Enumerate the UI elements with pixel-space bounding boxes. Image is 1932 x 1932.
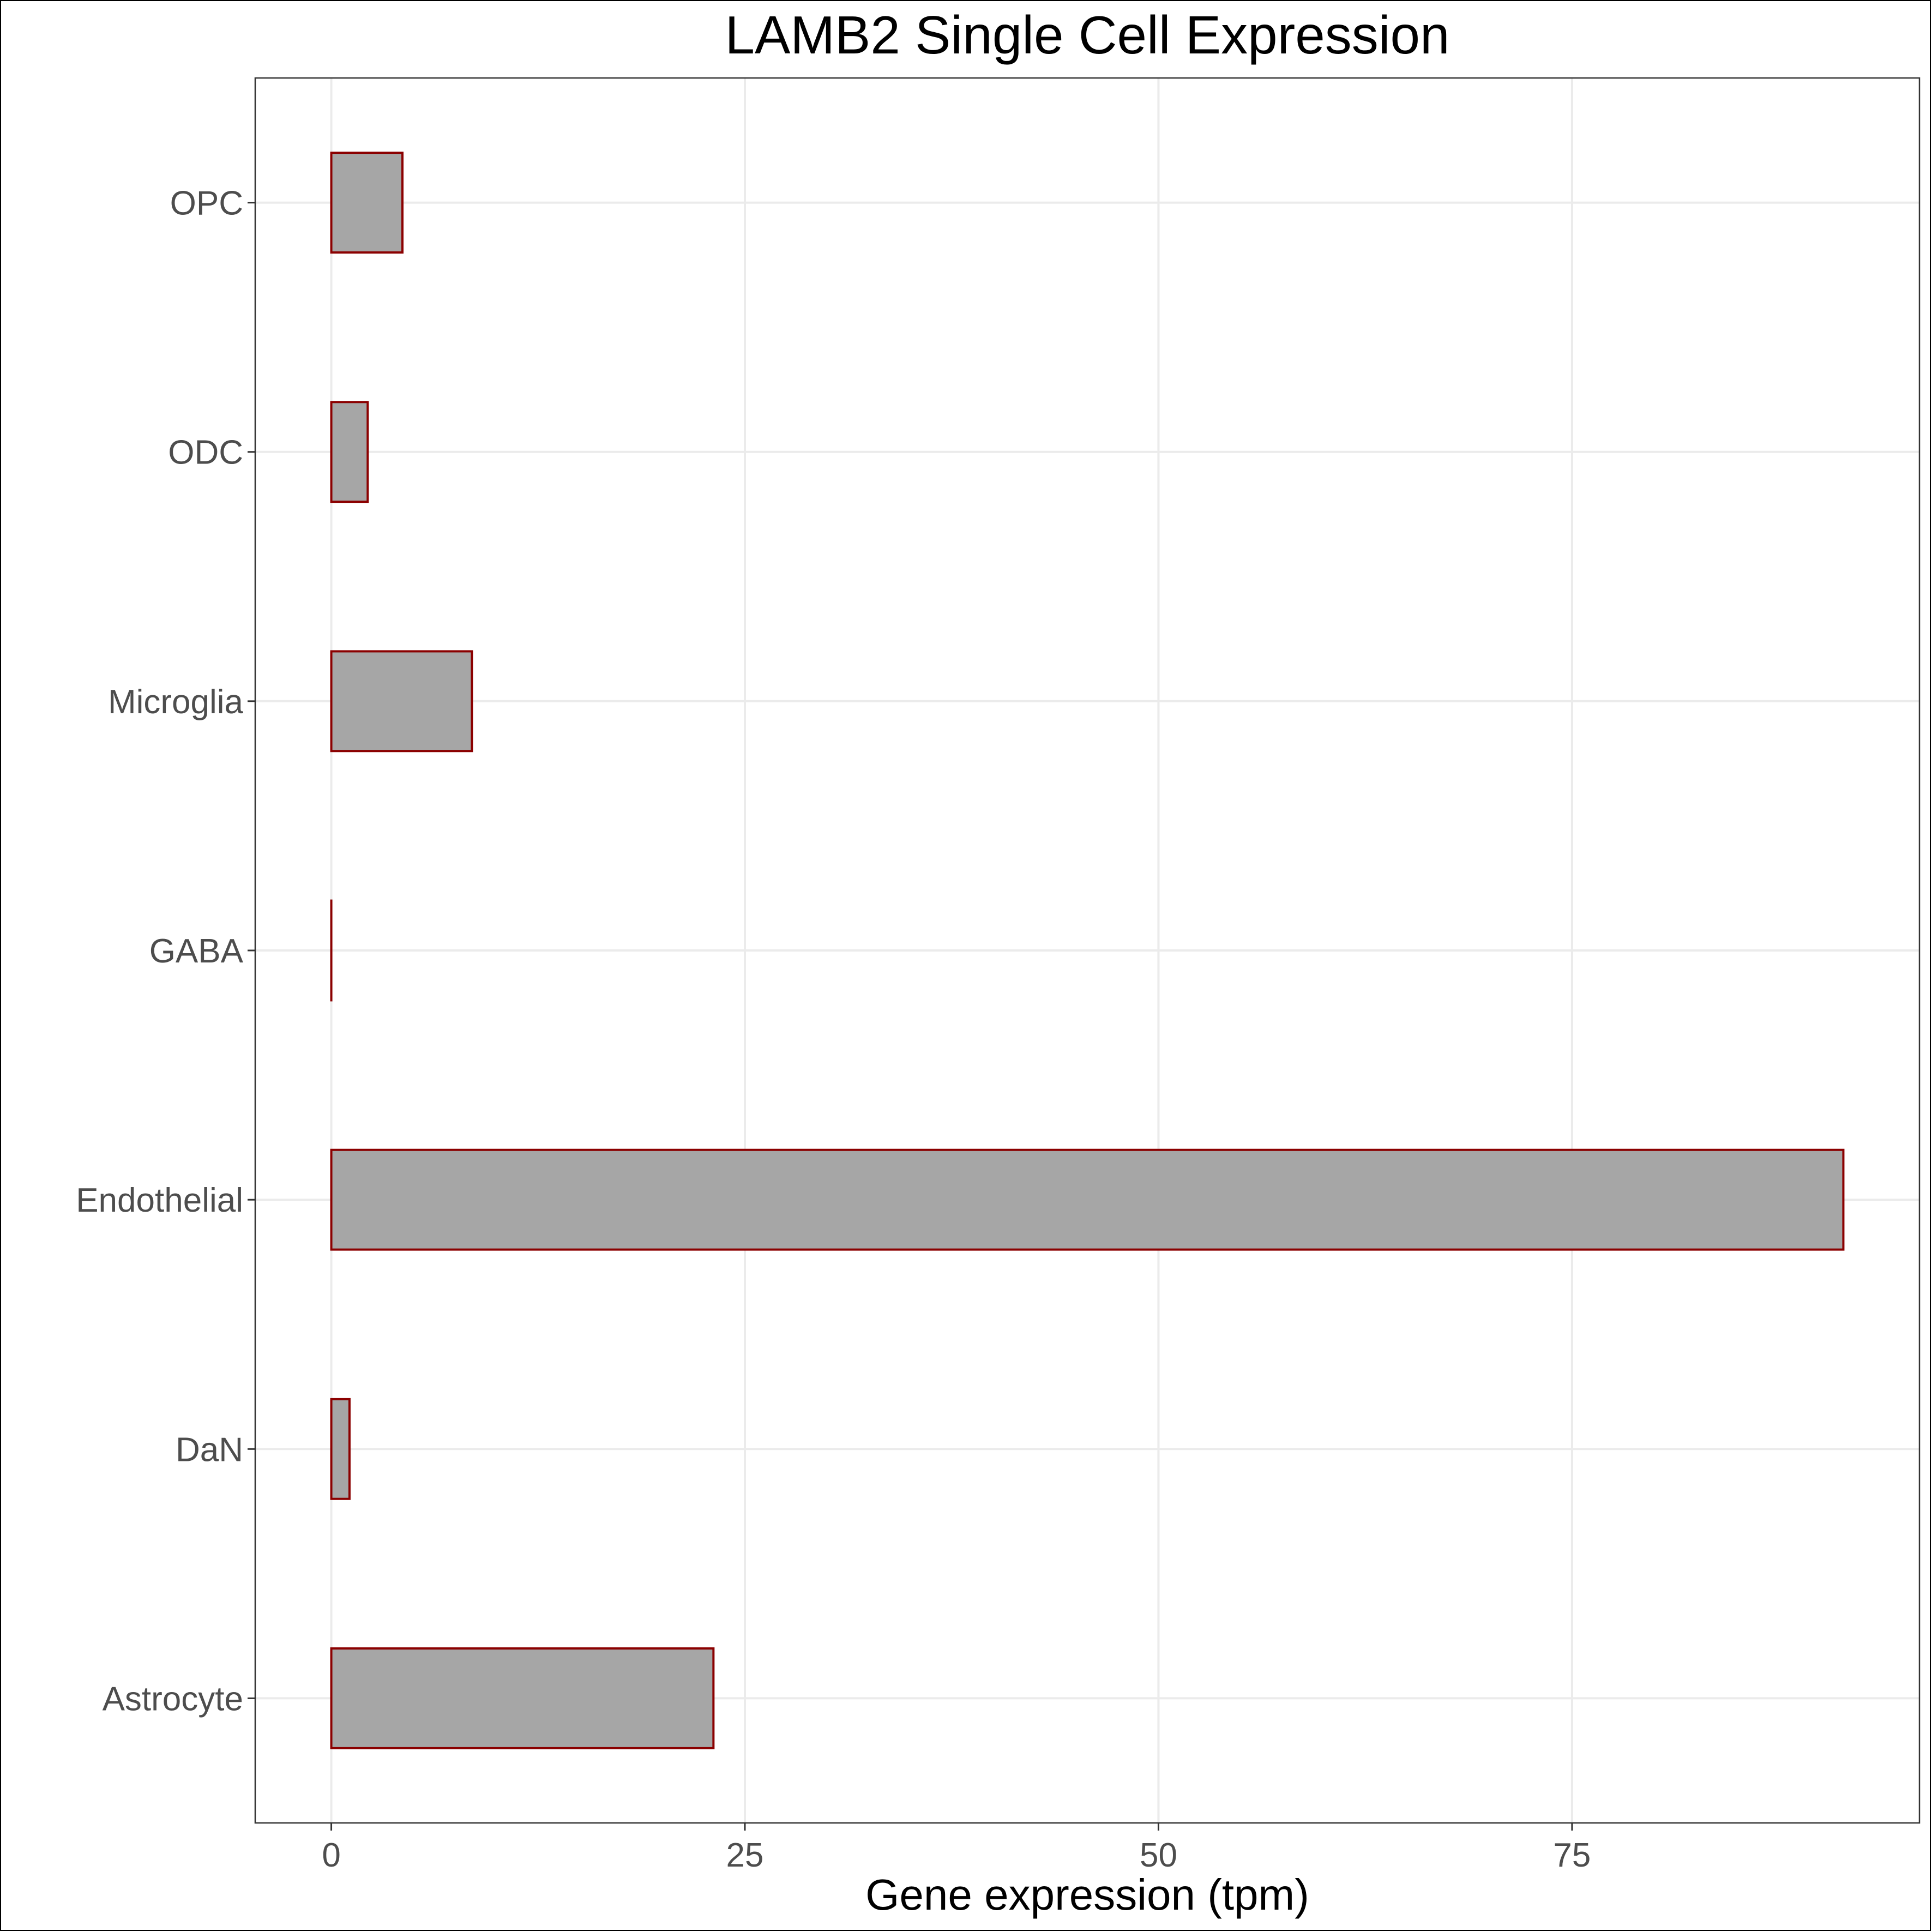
y-tick-label-astrocyte: Astrocyte xyxy=(103,1680,243,1718)
bar-astrocyte xyxy=(330,1647,715,1749)
bar-dan xyxy=(330,1398,351,1500)
x-tick-label-50: 50 xyxy=(1140,1837,1177,1874)
y-tick-label-opc: OPC xyxy=(170,185,243,222)
y-tick-label-endothelial: Endothelial xyxy=(76,1182,243,1219)
x-tick-label-25: 25 xyxy=(726,1837,764,1874)
x-tick-label-0: 0 xyxy=(322,1837,340,1874)
y-tick-label-dan: DaN xyxy=(176,1431,243,1468)
x-axis-title: Gene expression (tpm) xyxy=(865,1870,1309,1919)
bar-opc xyxy=(330,152,404,254)
bar-endothelial xyxy=(330,1148,1845,1251)
y-tick-label-odc: ODC xyxy=(168,434,243,472)
y-tick-label-gaba: GABA xyxy=(149,932,244,970)
y-tick-label-microglia: Microglia xyxy=(108,683,244,721)
bar-odc xyxy=(330,401,369,503)
chart-title: LAMB2 Single Cell Expression xyxy=(725,5,1449,65)
x-axis-tick-labels: 0 25 50 75 xyxy=(322,1823,1591,1874)
bar-microglia xyxy=(330,650,473,753)
y-axis-tick-labels: Astrocyte DaN Endothelial GABA Microglia ODC O… xyxy=(76,185,255,1718)
x-tick-label-75: 75 xyxy=(1553,1837,1591,1874)
grid-lines xyxy=(255,78,1919,1823)
bars xyxy=(330,152,1845,1749)
